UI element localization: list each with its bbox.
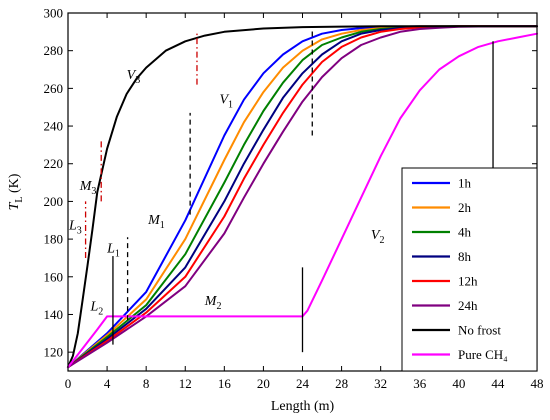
annotation-v1: V1 (219, 92, 233, 110)
legend-label-pure-ch: Pure CH₄ (458, 347, 508, 362)
x-tick-label-48: 48 (531, 376, 544, 391)
annotation-l2: L2 (89, 300, 103, 318)
y-tick-label-120: 120 (44, 345, 64, 360)
x-tick-label-28: 28 (335, 376, 348, 391)
series-line-12h (67, 25, 538, 369)
y-tick-label-280: 280 (44, 43, 64, 58)
x-tick-label-40: 40 (452, 376, 465, 391)
x-tick-label-8: 8 (143, 376, 150, 391)
legend-label-12h: 12h (458, 274, 478, 289)
x-tick-label-32: 32 (374, 376, 387, 391)
x-tick-label-44: 44 (491, 376, 505, 391)
annotation-v3: V3 (127, 68, 141, 86)
x-tick-label-12: 12 (179, 376, 192, 391)
y-tick-label-260: 260 (44, 81, 64, 96)
annotation-m1: M1 (147, 213, 165, 231)
series-line-24h (67, 25, 538, 369)
y-tick-label-160: 160 (44, 269, 64, 284)
y-tick-label-140: 140 (44, 307, 64, 322)
legend-label-24h: 24h (458, 298, 478, 313)
annotation-l3: L3 (68, 219, 82, 237)
x-tick-label-36: 36 (413, 376, 427, 391)
y-tick-label-180: 180 (44, 232, 64, 247)
legend-label-8h: 8h (458, 249, 472, 264)
y-tick-label-300: 300 (44, 6, 64, 21)
series-line-no-frost (67, 25, 538, 369)
y-tick-label-200: 200 (44, 194, 64, 209)
annotation-l1: L1 (106, 241, 120, 259)
annotation-v2: V2 (371, 228, 385, 246)
legend-label-4h: 4h (458, 225, 472, 240)
x-axis-title: Length (m) (271, 399, 335, 414)
legend: 1h 2h 4h 8h 12h 24h No frost Pure CH₄ (401, 167, 538, 372)
y-axis-title: TL (K) (7, 173, 25, 210)
x-tick-label-4: 4 (104, 376, 111, 391)
legend-label-no-frost: No frost (458, 323, 501, 338)
legend-box (401, 167, 538, 372)
y-tick-label-220: 220 (44, 156, 64, 171)
x-tick-label-0: 0 (65, 376, 72, 391)
annotation-m2: M2 (204, 294, 222, 312)
x-tick-label-20: 20 (257, 376, 270, 391)
series-line-pure-ch (67, 32, 538, 369)
annotation-m3: M3 (79, 179, 97, 197)
axes: 0 4 8 12 16 20 24 28 32 36 40 44 4812014016018020022… (7, 6, 544, 415)
x-tick-label-16: 16 (218, 376, 232, 391)
y-tick-label-240: 240 (44, 119, 64, 134)
x-tick-label-24: 24 (296, 376, 310, 391)
legend-label-2h: 2h (458, 200, 472, 215)
legend-label-1h: 1h (458, 176, 472, 191)
plot-area: V3 V1 V2 M3 M1 M2 L3 L1 L2 (67, 25, 538, 369)
